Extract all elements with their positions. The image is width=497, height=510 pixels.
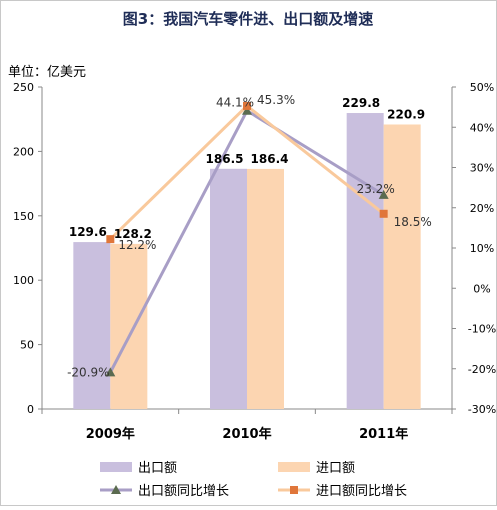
right-tick-label: 40%: [470, 121, 494, 134]
left-tick-label: 0: [27, 403, 34, 416]
series-point: [243, 101, 251, 110]
bar: [210, 168, 247, 409]
legend-label-export-growth: 出口额同比增长: [138, 484, 229, 499]
bar-value-label: 128.2: [114, 227, 152, 241]
right-tick-label: 10%: [470, 242, 494, 255]
right-axis-ticks: -30% -20% -10% 0% 10% 20% 30% 40% 50%: [452, 81, 496, 416]
line-value-label: 12.2%: [118, 238, 156, 252]
legend-item-import: 进口额: [278, 461, 355, 476]
bar-value-label: 220.9: [387, 107, 425, 121]
bar: [73, 242, 111, 409]
bar: [346, 113, 384, 409]
bar-value-label: 186.4: [251, 152, 289, 166]
left-tick-label: 50: [20, 339, 34, 352]
series-point: [105, 367, 116, 377]
legend-item-export: 出口额: [100, 461, 177, 476]
right-tick-label: 50%: [470, 81, 494, 94]
left-tick-label: 250: [13, 81, 34, 94]
x-category-label: 2011年: [359, 426, 408, 442]
line-value-label: 23.2%: [357, 182, 395, 196]
x-axis-ticks: 2009年 2010年 2011年: [41, 409, 453, 442]
line-value-label: 44.1%: [216, 96, 254, 110]
left-tick-label: 200: [13, 145, 34, 158]
bar-value-label: 229.8: [342, 96, 380, 110]
right-tick-label: 0%: [473, 282, 490, 295]
bar-value-label: 186.5: [206, 152, 244, 166]
series-point: [242, 105, 252, 115]
unit-label: 单位：亿美元: [8, 65, 86, 80]
legend-label-export: 出口额: [138, 461, 177, 476]
series-point: [106, 235, 115, 244]
right-tick-label: -30%: [468, 403, 496, 416]
data-labels: 129.6 128.2 186.5 186.4 229.8 220.9 -20.9% 44.1…: [67, 93, 432, 379]
legend-item-export-growth: 出口额同比增长: [100, 484, 229, 499]
x-category-label: 2009年: [86, 426, 135, 442]
x-category-label: 2010年: [222, 426, 271, 442]
legend-marker-export-growth: [111, 485, 121, 494]
chart-title: 图3：我国汽车零件进、出口额及增速: [123, 10, 373, 28]
left-axis-ticks: 0 50 100 150 200 250: [13, 81, 42, 416]
legend-label-import: 进口额: [316, 461, 355, 476]
bar: [110, 243, 148, 409]
left-tick-label: 100: [13, 274, 34, 287]
series-point: [378, 189, 389, 199]
legend: 出口额 进口额 出口额同比增长 进口额同比增长: [100, 461, 407, 499]
legend-label-import-growth: 进口额同比增长: [316, 484, 407, 499]
bars: [73, 113, 421, 409]
legend-swatch-export: [100, 462, 132, 472]
lines: [105, 101, 389, 377]
right-tick-label: 30%: [470, 162, 494, 175]
right-tick-label: -10%: [468, 323, 496, 336]
legend-item-import-growth: 进口额同比增长: [278, 484, 407, 499]
bar: [247, 168, 284, 409]
bar: [383, 124, 421, 409]
legend-swatch-import: [278, 462, 310, 472]
bar-value-label: 129.6: [69, 225, 107, 239]
line-value-label: 18.5%: [394, 215, 432, 229]
left-tick-label: 150: [13, 210, 34, 223]
right-tick-label: 20%: [470, 202, 494, 215]
series-point: [379, 209, 388, 218]
line-value-label: 45.3%: [257, 93, 295, 107]
line-value-label: -20.9%: [67, 365, 109, 379]
right-tick-label: -20%: [468, 363, 496, 376]
legend-marker-import-growth: [290, 486, 298, 494]
